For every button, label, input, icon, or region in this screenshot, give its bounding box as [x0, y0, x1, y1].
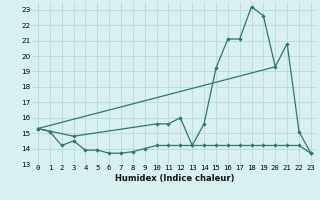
X-axis label: Humidex (Indice chaleur): Humidex (Indice chaleur) [115, 174, 234, 183]
